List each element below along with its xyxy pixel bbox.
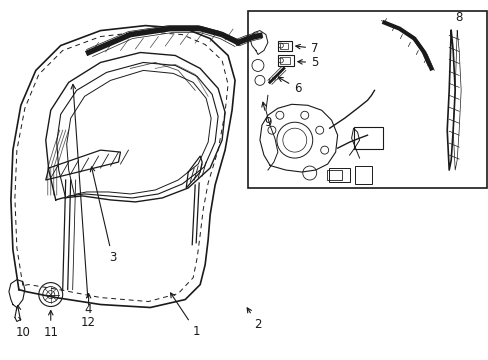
Text: 3: 3 [90,167,116,264]
Text: 5: 5 [297,56,318,69]
Text: 7: 7 [295,42,318,55]
Text: 11: 11 [43,311,58,339]
Text: 1: 1 [170,293,200,338]
Text: 8: 8 [454,11,462,24]
Text: 4: 4 [71,84,92,316]
Bar [247,11,486,188]
Text: 6: 6 [278,77,301,95]
Text: 9: 9 [261,102,271,129]
Text: 12: 12 [81,316,96,329]
Text: 10: 10 [16,306,30,339]
Text: 2: 2 [246,308,261,331]
